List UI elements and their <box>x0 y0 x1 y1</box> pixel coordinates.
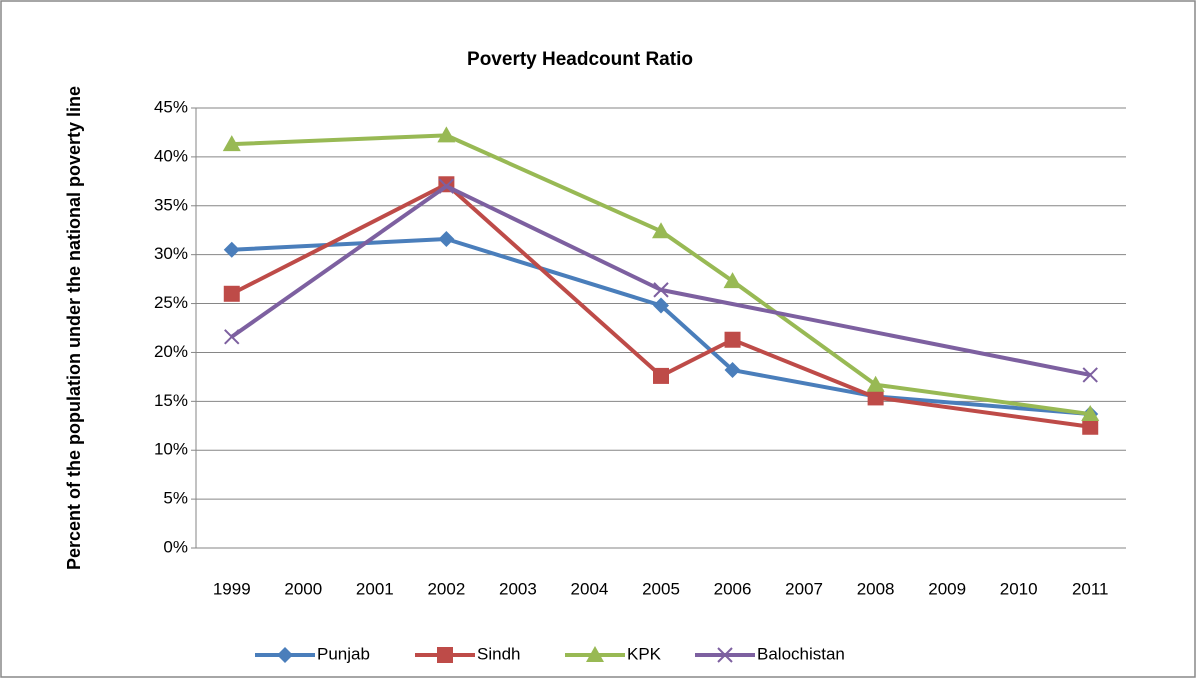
legend-item: Punjab <box>255 644 370 663</box>
y-tick-label: 30% <box>154 244 188 263</box>
y-tick-label: 45% <box>154 97 188 116</box>
marker <box>653 282 669 298</box>
marker <box>223 241 240 258</box>
series-line <box>231 133 1091 417</box>
marker <box>653 367 669 384</box>
marker <box>724 362 741 379</box>
x-tick-label: 2001 <box>356 579 394 598</box>
y-tick-label: 15% <box>154 391 188 410</box>
legend-label: KPK <box>627 644 662 663</box>
marker <box>866 375 885 392</box>
legend-item: Sindh <box>415 644 520 663</box>
y-tick-label: 25% <box>154 293 188 312</box>
marker <box>1082 418 1099 435</box>
marker <box>586 646 604 662</box>
marker <box>223 285 240 302</box>
x-tick-label: 2000 <box>284 579 322 598</box>
marker <box>224 329 240 345</box>
legend-label: Punjab <box>317 644 370 663</box>
x-tick-label: 2010 <box>1000 579 1038 598</box>
marker <box>437 647 453 663</box>
x-tick-label: 2004 <box>571 579 609 598</box>
legend-label: Sindh <box>477 644 520 663</box>
x-tick-label: 2009 <box>928 579 966 598</box>
marker <box>277 647 293 663</box>
marker <box>867 389 884 406</box>
series-line <box>230 184 1091 377</box>
x-tick-label: 2006 <box>714 579 752 598</box>
marker <box>438 231 455 248</box>
series-line <box>231 237 1091 417</box>
x-tick-label: 2003 <box>499 579 537 598</box>
marker <box>724 331 741 348</box>
x-tick-label: 1999 <box>213 579 251 598</box>
y-tick-label: 20% <box>154 342 188 361</box>
y-tick-label: 0% <box>163 537 188 556</box>
y-tick-label: 35% <box>154 195 188 214</box>
x-tick-label: 2011 <box>1072 579 1109 598</box>
marker <box>437 126 456 143</box>
x-tick-label: 2008 <box>857 579 895 598</box>
x-tick-label: 2005 <box>642 579 680 598</box>
marker <box>222 135 241 152</box>
x-tick-label: 2007 <box>785 579 823 598</box>
marker <box>653 297 669 314</box>
marker <box>438 178 455 194</box>
legend-item: Balochistan <box>695 644 845 663</box>
x-tick-label: 2002 <box>427 579 465 598</box>
y-tick-label: 10% <box>154 440 188 459</box>
legend-item: KPK <box>565 644 662 663</box>
y-tick-label: 5% <box>163 489 188 508</box>
chart-title: Poverty Headcount Ratio <box>467 49 693 70</box>
marker <box>717 647 733 663</box>
marker <box>723 272 742 289</box>
marker <box>1082 367 1098 383</box>
y-tick-label: 40% <box>154 146 188 165</box>
marker <box>1081 405 1100 422</box>
marker <box>652 222 670 239</box>
y-axis-label: Percent of the population under the nati… <box>64 86 84 570</box>
series-line <box>230 182 1091 429</box>
legend-label: Balochistan <box>757 644 845 663</box>
